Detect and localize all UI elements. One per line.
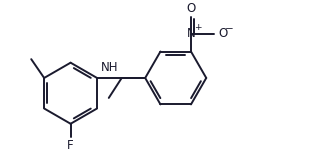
Text: −: − bbox=[225, 24, 233, 34]
Text: N: N bbox=[186, 27, 195, 40]
Text: F: F bbox=[67, 139, 74, 152]
Text: O: O bbox=[218, 27, 227, 40]
Text: +: + bbox=[194, 23, 201, 32]
Text: NH: NH bbox=[100, 61, 118, 74]
Text: O: O bbox=[186, 2, 196, 15]
